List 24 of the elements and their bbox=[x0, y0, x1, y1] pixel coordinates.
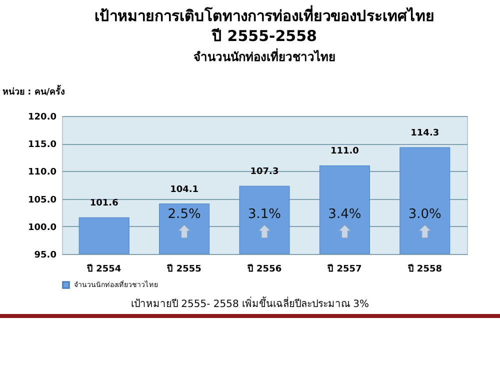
annotation: 3.0% bbox=[408, 206, 442, 222]
y-tick-label: 110.0 bbox=[28, 168, 56, 178]
y-tick-label: 100.0 bbox=[28, 222, 56, 233]
annotation: 2.5% bbox=[168, 206, 201, 222]
y-axis-title: หน่วย : คน/ครั้ง bbox=[2, 84, 65, 98]
x-tick-label: ปี 2556 bbox=[246, 264, 282, 274]
x-tick-label: ปี 2557 bbox=[326, 264, 362, 274]
x-tick-label: ปี 2555 bbox=[166, 264, 202, 274]
x-tick-label: ปี 2554 bbox=[86, 264, 122, 274]
x-tick-label: ปี 2558 bbox=[406, 264, 442, 274]
text: 101.6 bbox=[90, 198, 118, 209]
text: 111.0 bbox=[330, 146, 359, 157]
y-tick-label: 120.0 bbox=[28, 112, 56, 122]
y-tick-label: 105.0 bbox=[28, 195, 56, 206]
chart-subtitle: จำนวนนักท่องเที่ยวชาวไทย bbox=[194, 48, 336, 64]
y-tick-label: 115.0 bbox=[28, 140, 56, 150]
chart-title: เป้าหมายการเติบโตทางการท่องเที่ยวของประเทศไทย ปี 2555-2558 bbox=[94, 5, 434, 45]
annotation: 3.4% bbox=[328, 206, 362, 222]
y-tick-label: 95.0 bbox=[34, 250, 56, 260]
text: 107.3 bbox=[250, 167, 279, 178]
annotation: 3.1% bbox=[248, 206, 282, 222]
text: เป้าหมายปี 2555- 2558 เพิ่มขึ้นเฉลี่ยปีละประมาณ 3% bbox=[130, 296, 370, 311]
text: 104.1 bbox=[170, 184, 199, 195]
text: 114.3 bbox=[410, 128, 440, 138]
